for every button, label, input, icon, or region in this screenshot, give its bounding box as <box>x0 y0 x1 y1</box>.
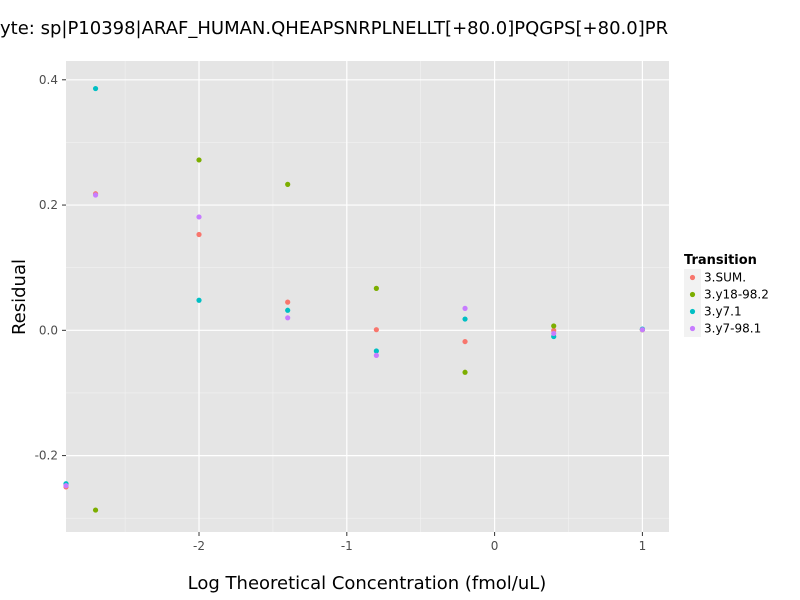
data-point <box>462 338 468 345</box>
data-point <box>462 369 468 375</box>
x-tick-label: 0 <box>491 539 499 553</box>
data-point <box>285 299 291 305</box>
data-point <box>92 85 99 92</box>
data-point <box>551 330 557 337</box>
data-point <box>373 352 379 358</box>
data-point <box>196 231 202 238</box>
legend: Transition 3.SUM. 3.y18-98.2 3.y7.1 3.y7-98… <box>684 253 769 337</box>
legend-title: Transition <box>684 253 757 268</box>
axes: -2 -1 0 1 -0.2 0.0 0.2 0.4 <box>35 73 647 553</box>
data-point <box>196 157 202 163</box>
data-point <box>63 483 69 489</box>
y-tick-label: 0.2 <box>39 198 58 212</box>
data-point <box>92 192 99 198</box>
data-point <box>373 327 379 333</box>
data-point <box>639 327 645 333</box>
legend-marker <box>689 308 696 315</box>
y-tick-label: -0.2 <box>35 449 58 463</box>
legend-marker <box>689 274 696 281</box>
data-point <box>462 316 468 322</box>
data-point <box>196 214 202 220</box>
y-axis-title: Residual <box>9 259 30 335</box>
legend-label: 3.y7.1 <box>704 305 742 319</box>
x-axis-title: Log Theoretical Concentration (fmol/uL) <box>188 573 547 594</box>
legend-marker <box>689 291 696 298</box>
y-tick-label: 0.4 <box>39 73 58 87</box>
data-point <box>373 348 379 354</box>
data-point <box>462 305 468 312</box>
data-point <box>551 323 557 329</box>
legend-label: 3.y7-98.1 <box>704 322 761 336</box>
y-tick-label: 0.0 <box>39 323 58 337</box>
x-tick-label: -1 <box>341 539 353 553</box>
grid-layer <box>66 61 669 532</box>
chart-title: yte: sp|P10398|ARAF_HUMAN.QHEAPSNRPLNELL… <box>0 18 668 39</box>
plot-panel <box>66 61 669 532</box>
legend-label: 3.SUM. <box>704 271 746 285</box>
data-point <box>92 507 99 513</box>
data-point <box>373 285 379 291</box>
x-tick-label: -2 <box>193 539 205 553</box>
data-point <box>285 307 291 313</box>
legend-label: 3.y18-98.2 <box>704 288 769 302</box>
data-point <box>285 315 291 321</box>
legend-marker <box>689 325 696 332</box>
data-points <box>63 85 645 513</box>
data-point <box>285 181 291 187</box>
x-tick-label: 1 <box>639 539 647 553</box>
data-point <box>196 297 202 303</box>
